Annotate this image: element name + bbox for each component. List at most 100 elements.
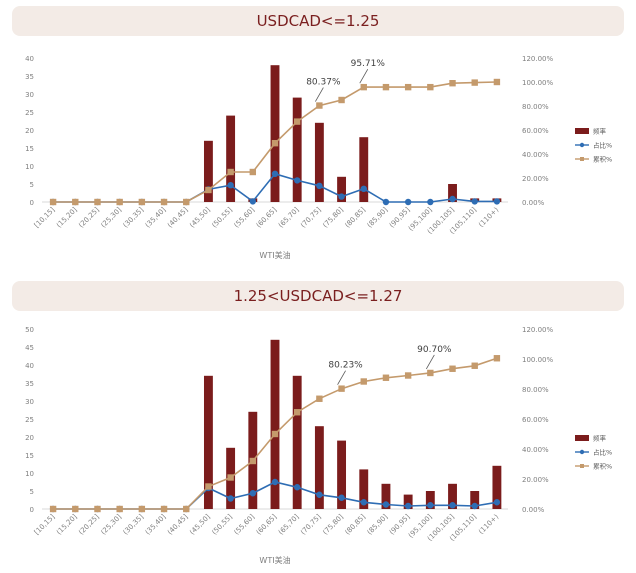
c1-cumulative-marker xyxy=(94,198,101,206)
c1-y-tick-label: 30 xyxy=(25,91,34,99)
c2-bar xyxy=(403,494,413,509)
c1-y-tick-label: 10 xyxy=(25,163,34,171)
c2-cumulative-marker xyxy=(227,474,234,481)
c1-legend-swatch-marker xyxy=(579,142,585,148)
c2-legend-swatch-marker xyxy=(579,449,585,455)
c1-bar xyxy=(292,97,302,202)
c1-legend-swatch xyxy=(575,128,589,134)
chart-2-usdcad-1-25-to-1-27: 0 5 10 15 20 25 30 35 40 45 50 0.00% 20.00% 40.00% 60.… xyxy=(25,326,612,565)
c2-y2-tick-label: 40.00% xyxy=(522,446,549,454)
chart-1-usdcad-le-1-25: 0 5 10 15 20 25 30 35 40 0.00% 20.00% 40.00% 60.00% 8… xyxy=(25,55,612,260)
c2-share-marker xyxy=(316,491,323,498)
c1-cumulative-marker xyxy=(227,168,234,176)
c2-x-tick-label: (50,55] xyxy=(210,513,234,537)
c1-x-tick-label: (75,80] xyxy=(321,206,345,230)
c2-cumulative-marker xyxy=(138,505,146,513)
c1-y2-tick-label: 120.00% xyxy=(522,55,553,63)
c2-y-tick-label: 25 xyxy=(25,416,34,424)
c2-share-marker xyxy=(293,484,301,491)
c2-x-tick-label: (70,75] xyxy=(299,513,323,537)
c1-share-marker xyxy=(404,198,412,206)
c2-y-tick-label: 15 xyxy=(25,452,34,460)
c2-cumulative-marker xyxy=(316,395,323,402)
c1-y2-tick-label: 80.00% xyxy=(522,103,549,111)
c1-share-marker xyxy=(316,182,323,189)
c2-cumulative-marker xyxy=(382,374,390,381)
c2-cumulative-marker xyxy=(338,385,345,392)
c2-y-tick-label: 50 xyxy=(25,326,34,334)
c2-cumulative-marker xyxy=(249,457,257,465)
c1-x-tick-label: (110+) xyxy=(477,206,500,229)
chart-1-title: USDCAD<=1.25 xyxy=(256,12,380,30)
c1-cumulative-marker xyxy=(138,198,146,206)
c2-bar xyxy=(425,491,435,509)
c2-x-tick-label: (20,25] xyxy=(77,513,101,537)
c2-cumulative-marker xyxy=(160,505,168,513)
c1-annotation-label: 80.37% xyxy=(306,78,341,88)
c1-y2-tick-label: 0.00% xyxy=(522,199,545,207)
c1-annotation-leader xyxy=(359,68,369,84)
c1-cumulative-marker xyxy=(382,83,390,91)
c1-share-marker xyxy=(227,182,234,189)
c1-share-marker xyxy=(338,193,345,200)
c1-legend-swatch-marker xyxy=(580,157,584,161)
c1-x-tick-label: (65,70] xyxy=(277,206,301,230)
chart-2-title-banner: 1.25<USDCAD<=1.27 xyxy=(12,281,624,311)
c1-cumulative-marker xyxy=(449,80,456,87)
c1-share-marker xyxy=(382,198,390,206)
c1-bar xyxy=(359,137,369,202)
c1-x-tick-label: [10,15] xyxy=(33,206,57,230)
c2-cumulative-marker xyxy=(471,362,478,369)
c1-x-tick-label: (20,25] xyxy=(77,206,101,230)
c1-legend-label: 频率 xyxy=(593,127,607,136)
c1-x-tick-label: (55,60] xyxy=(233,206,257,230)
c1-cumulative-marker xyxy=(116,198,123,206)
c1-cumulative-marker xyxy=(293,118,301,125)
c1-y2-tick-label: 40.00% xyxy=(522,151,549,159)
c2-cumulative-marker xyxy=(493,355,501,362)
c1-y-tick-label: 0 xyxy=(30,199,34,207)
c2-annotation-label: 80.23% xyxy=(328,361,363,371)
c2-y-tick-label: 30 xyxy=(25,398,34,406)
c1-cumulative-marker xyxy=(360,83,367,91)
c1-share-marker xyxy=(427,198,434,206)
c1-x-tick-label: (80,85] xyxy=(343,206,367,230)
c2-x-tick-label: (110+) xyxy=(477,513,500,536)
c2-y-tick-label: 5 xyxy=(30,488,34,496)
c2-bar xyxy=(203,375,213,509)
c1-cumulative-marker xyxy=(404,83,412,91)
c2-annotation-leader xyxy=(425,354,435,370)
c2-share-marker xyxy=(493,499,501,506)
c2-x-tick-label: (45,50] xyxy=(188,513,212,537)
c2-y-tick-label: 45 xyxy=(25,344,34,352)
c2-legend-label: 频率 xyxy=(593,434,607,443)
c2-x-tick-label: (60,65] xyxy=(255,513,279,537)
c1-x-tick-label: (35,40] xyxy=(144,206,168,230)
c2-y-tick-label: 10 xyxy=(25,470,34,478)
c2-bar xyxy=(470,491,480,509)
c1-x-tick-label: (45,50] xyxy=(188,206,212,230)
c2-x-tick-label: (35,40] xyxy=(144,513,168,537)
c2-bar xyxy=(270,339,280,509)
c2-legend-label: 占比% xyxy=(593,448,612,457)
c1-y-tick-label: 25 xyxy=(25,109,34,117)
c2-y2-tick-label: 0.00% xyxy=(522,506,545,514)
c2-annotation-leader xyxy=(337,370,346,385)
c2-cumulative-marker xyxy=(116,505,123,513)
c2-y-tick-label: 40 xyxy=(25,362,34,370)
c1-cumulative-marker xyxy=(427,83,434,91)
c1-y2-tick-label: 60.00% xyxy=(522,127,549,135)
c2-share-marker xyxy=(249,490,257,497)
c1-cumulative-marker xyxy=(271,140,279,147)
c2-legend-swatch-marker xyxy=(580,464,584,468)
c1-y-tick-label: 35 xyxy=(25,73,34,81)
c1-share-marker xyxy=(493,198,501,205)
c1-bar xyxy=(337,176,347,202)
c2-y2-tick-label: 60.00% xyxy=(522,416,549,424)
c1-y2-tick-label: 20.00% xyxy=(522,175,549,183)
c1-share-marker xyxy=(471,198,478,205)
c2-cumulative-marker xyxy=(49,505,57,513)
c2-cumulative-marker xyxy=(205,483,212,490)
c1-x-tick-label: (70,75] xyxy=(299,206,323,230)
c2-bar xyxy=(359,469,369,509)
